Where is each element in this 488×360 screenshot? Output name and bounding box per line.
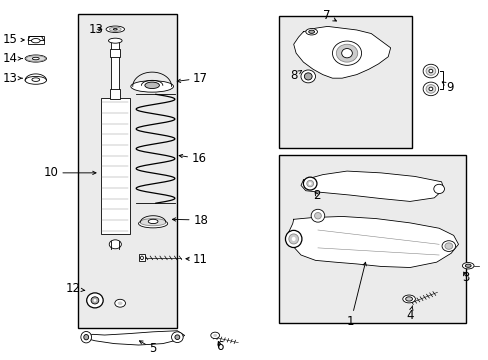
- Bar: [101, 98, 130, 234]
- Text: 9: 9: [441, 81, 453, 94]
- Ellipse shape: [131, 81, 173, 92]
- Polygon shape: [288, 216, 458, 267]
- Ellipse shape: [402, 295, 414, 303]
- Ellipse shape: [300, 70, 315, 83]
- Text: 2: 2: [313, 189, 320, 202]
- FancyBboxPatch shape: [138, 254, 145, 261]
- Ellipse shape: [31, 39, 40, 43]
- Ellipse shape: [138, 219, 167, 228]
- Ellipse shape: [306, 180, 313, 187]
- Ellipse shape: [32, 57, 39, 60]
- Text: 8: 8: [289, 69, 301, 82]
- Ellipse shape: [308, 30, 314, 33]
- Ellipse shape: [310, 209, 324, 222]
- Ellipse shape: [93, 299, 96, 302]
- Polygon shape: [300, 171, 443, 202]
- Ellipse shape: [140, 219, 166, 226]
- Ellipse shape: [26, 56, 45, 62]
- Ellipse shape: [462, 262, 473, 269]
- Ellipse shape: [83, 334, 88, 340]
- Ellipse shape: [106, 26, 124, 32]
- Ellipse shape: [25, 55, 46, 62]
- Ellipse shape: [140, 256, 143, 260]
- Text: 1: 1: [346, 262, 366, 328]
- Text: 10: 10: [44, 166, 96, 179]
- Text: 11: 11: [185, 253, 208, 266]
- Text: 6: 6: [216, 340, 224, 353]
- Ellipse shape: [81, 332, 91, 343]
- Bar: [111, 42, 119, 94]
- Ellipse shape: [91, 297, 99, 304]
- Ellipse shape: [428, 87, 432, 91]
- Ellipse shape: [108, 38, 122, 43]
- Text: 5: 5: [139, 341, 157, 355]
- Ellipse shape: [428, 69, 432, 73]
- Ellipse shape: [304, 73, 311, 80]
- Text: 4: 4: [406, 306, 413, 321]
- Ellipse shape: [115, 299, 125, 307]
- Ellipse shape: [175, 335, 180, 339]
- Ellipse shape: [444, 243, 452, 249]
- Text: 7: 7: [322, 9, 336, 22]
- Ellipse shape: [32, 78, 40, 81]
- Polygon shape: [293, 26, 390, 78]
- Bar: [78, 14, 177, 328]
- Text: 15: 15: [3, 33, 24, 46]
- Ellipse shape: [109, 27, 121, 31]
- Text: 17: 17: [177, 72, 208, 85]
- Ellipse shape: [433, 184, 444, 194]
- Ellipse shape: [109, 240, 121, 249]
- Text: 14: 14: [3, 52, 22, 65]
- Ellipse shape: [422, 82, 438, 96]
- Ellipse shape: [303, 177, 316, 190]
- Ellipse shape: [285, 230, 301, 248]
- Bar: [111, 242, 119, 249]
- Ellipse shape: [291, 237, 295, 241]
- Ellipse shape: [465, 264, 470, 267]
- Text: 3: 3: [461, 271, 468, 284]
- Text: 16: 16: [179, 152, 206, 165]
- Text: 13: 13: [88, 23, 103, 36]
- Ellipse shape: [441, 241, 455, 251]
- Ellipse shape: [148, 219, 158, 224]
- Ellipse shape: [171, 332, 183, 342]
- Ellipse shape: [86, 293, 103, 308]
- Text: 18: 18: [172, 213, 207, 226]
- Bar: [110, 49, 120, 57]
- Ellipse shape: [314, 212, 321, 219]
- Ellipse shape: [341, 49, 352, 58]
- Bar: [28, 36, 43, 44]
- Bar: [279, 155, 465, 323]
- Ellipse shape: [305, 28, 317, 35]
- Ellipse shape: [336, 44, 357, 62]
- Ellipse shape: [288, 234, 298, 244]
- Ellipse shape: [113, 28, 117, 30]
- Ellipse shape: [25, 76, 46, 84]
- Ellipse shape: [308, 182, 311, 185]
- Text: 13: 13: [3, 72, 22, 85]
- Bar: [110, 89, 120, 99]
- Ellipse shape: [118, 301, 122, 305]
- Bar: [279, 16, 411, 148]
- Ellipse shape: [213, 334, 217, 337]
- Ellipse shape: [332, 41, 361, 65]
- Ellipse shape: [425, 67, 435, 75]
- Polygon shape: [84, 331, 184, 345]
- Ellipse shape: [422, 64, 438, 78]
- Ellipse shape: [425, 85, 435, 93]
- Ellipse shape: [144, 82, 159, 89]
- Ellipse shape: [210, 332, 219, 339]
- Text: 12: 12: [65, 283, 85, 296]
- Ellipse shape: [405, 297, 411, 301]
